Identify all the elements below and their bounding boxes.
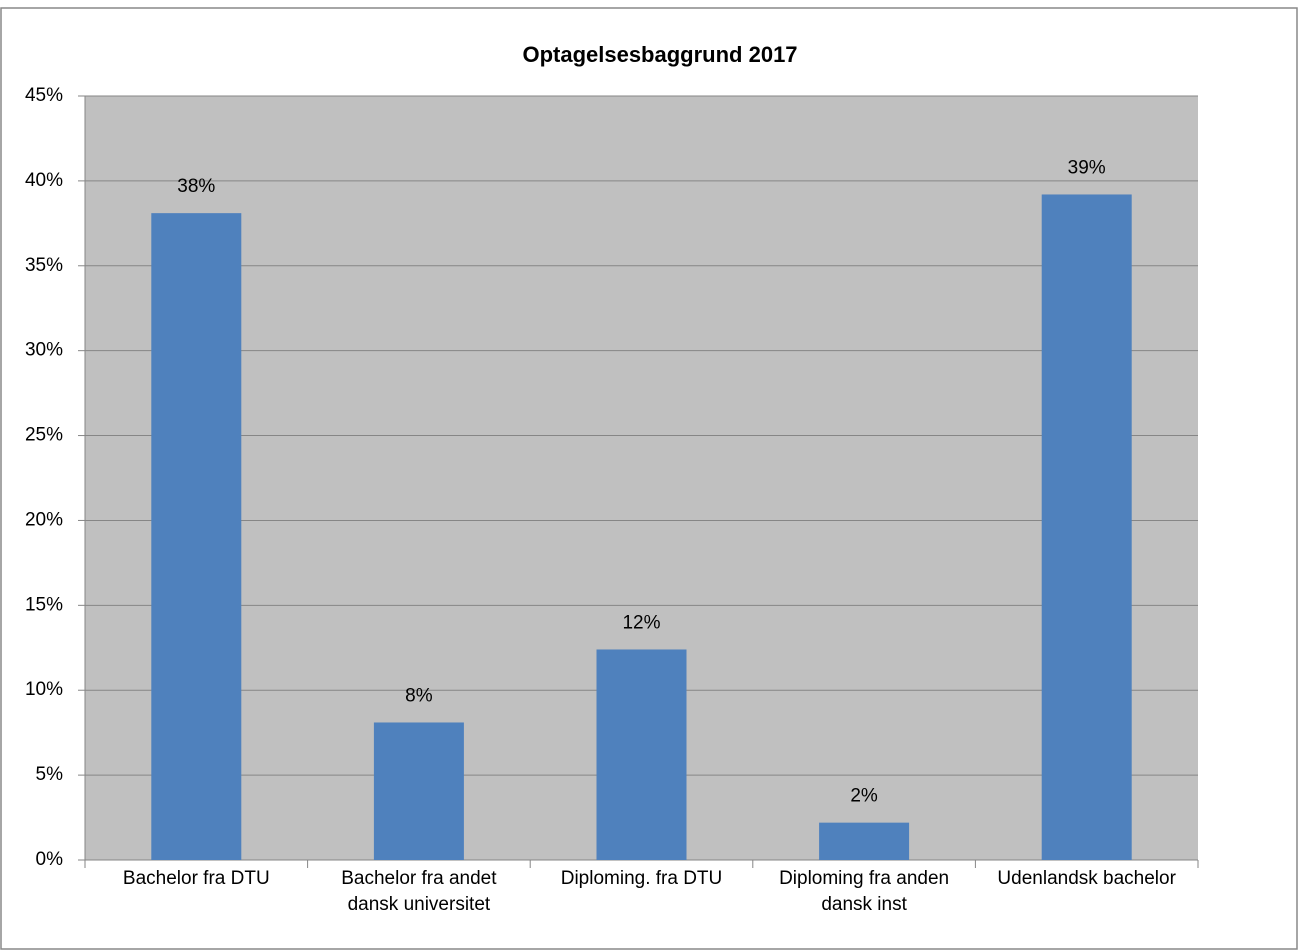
y-tick-label: 10%	[25, 679, 63, 700]
data-label: 12%	[622, 612, 660, 633]
bar	[596, 649, 687, 860]
y-tick-label: 5%	[36, 764, 64, 785]
x-tick-label: Udenlandsk bachelor	[997, 868, 1176, 889]
y-tick-label: 15%	[25, 594, 63, 615]
data-label: 38%	[177, 176, 215, 197]
y-tick-label: 35%	[25, 255, 63, 276]
y-tick-label: 40%	[25, 170, 63, 191]
x-tick-label: Bachelor fra andet dansk universitet	[341, 868, 497, 915]
data-label: 39%	[1068, 157, 1106, 178]
y-tick-label: 0%	[36, 849, 64, 870]
data-label: 2%	[850, 786, 878, 807]
y-tick-label: 25%	[25, 425, 63, 446]
x-tick-label: Bachelor fra DTU	[122, 868, 270, 889]
y-tick-label: 30%	[25, 340, 63, 361]
chart-title: Optagelsesbaggrund 2017	[522, 42, 797, 67]
y-tick-label: 20%	[25, 509, 63, 530]
bar	[373, 722, 464, 860]
data-label: 8%	[405, 685, 433, 706]
x-tick-label: Diploming fra anden dansk inst	[779, 868, 950, 915]
x-tick-label: Diploming. fra DTU	[560, 868, 723, 889]
bar	[819, 822, 910, 860]
bar	[1041, 194, 1132, 860]
y-tick-label: 45%	[25, 85, 63, 106]
bar	[151, 213, 242, 860]
